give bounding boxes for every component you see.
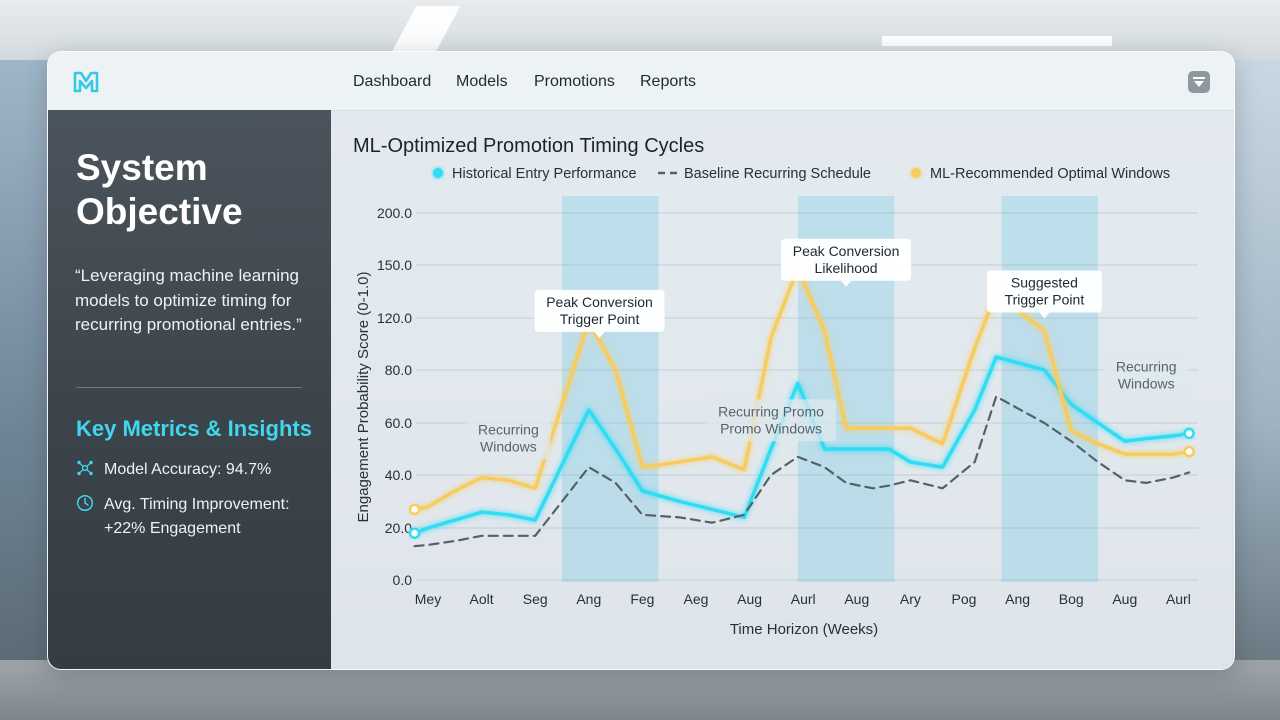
- highlight-band: [562, 196, 659, 582]
- sidebar: System Objective “Leveraging machine lea…: [48, 110, 331, 669]
- annotation-text: Suggested: [1011, 275, 1078, 291]
- legend-swatch: [433, 168, 443, 178]
- x-tick-label: Aeg: [684, 591, 709, 607]
- background-window: [1232, 60, 1280, 660]
- dashboard-panel: Dashboard Models Promotions Reports Syst…: [47, 51, 1235, 670]
- x-tick-label: Bog: [1059, 591, 1084, 607]
- metric-text: Avg. Timing Improvement: +22% Engagement: [104, 496, 290, 537]
- y-tick-label: 200.0: [377, 205, 412, 221]
- data-marker: [408, 527, 421, 539]
- annotation-text: Peak Conversion: [793, 243, 900, 259]
- y-tick-label: 20.0: [385, 520, 412, 536]
- x-tick-label: Seg: [523, 591, 548, 607]
- y-tick-label: 40.0: [385, 467, 412, 483]
- system-objective-heading: System Objective: [76, 147, 243, 232]
- menu-button[interactable]: [1188, 71, 1210, 93]
- series-line: [412, 266, 1191, 512]
- x-tick-label: Ang: [576, 591, 601, 607]
- annotation-text: Recurring: [1116, 358, 1177, 374]
- legend-label: Baseline Recurring Schedule: [684, 166, 871, 182]
- y-axis-label: Engagement Probability Score (0-1.0): [355, 272, 372, 523]
- annotation-box: [1104, 354, 1189, 397]
- x-tick-label: Aug: [844, 591, 869, 607]
- nav-models[interactable]: Models: [456, 73, 508, 90]
- legend-label: Historical Entry Performance: [452, 166, 637, 182]
- x-tick-label: Pog: [952, 591, 977, 607]
- x-tick-label: Aug: [1112, 591, 1137, 607]
- metric-model-accuracy: Model Accuracy: 94.7%: [76, 458, 326, 482]
- data-marker: [408, 503, 421, 516]
- clock-icon: [76, 494, 94, 512]
- x-tick-label: Aug: [737, 591, 762, 607]
- y-tick-label: 80.0: [385, 362, 412, 378]
- annotation-text: Promo Windows: [720, 420, 822, 436]
- y-tick-label: 60.0: [385, 415, 412, 431]
- annotation-box: [466, 417, 551, 460]
- annotation-text: Likelihood: [815, 260, 878, 276]
- x-tick-label: Feg: [630, 591, 654, 607]
- annotation-pointer: [1039, 312, 1050, 319]
- x-tick-label: Ary: [900, 591, 921, 607]
- y-tick-label: 120.0: [377, 310, 412, 326]
- x-axis-label: Time Horizon (Weeks): [730, 621, 878, 638]
- background-ceiling: [0, 0, 1280, 60]
- annotation-box: [781, 238, 912, 281]
- x-tick-label: Mey: [415, 591, 441, 607]
- network-icon: [77, 460, 93, 476]
- background-floor: [0, 668, 1280, 720]
- data-marker: [1183, 445, 1195, 458]
- top-navigation: Dashboard Models Promotions Reports: [48, 52, 1234, 111]
- annotation-text: Recurring: [478, 422, 539, 438]
- y-tick-label: 0.0: [393, 572, 413, 588]
- background-window: [0, 60, 48, 660]
- y-tick-label: 150.0: [377, 257, 412, 273]
- legend-swatch: [911, 168, 921, 178]
- annotation-pointer: [594, 331, 605, 338]
- highlight-band: [1001, 196, 1098, 582]
- annotation-pointer: [841, 280, 852, 287]
- annotation-box: [706, 399, 837, 442]
- annotation-box: [987, 270, 1102, 313]
- annotation-text: Windows: [1118, 375, 1175, 391]
- metrics-heading: Key Metrics & Insights: [76, 416, 312, 441]
- dropdown-menu-icon: [1193, 77, 1205, 87]
- x-tick-label: Ang: [1005, 591, 1030, 607]
- nav-dashboard[interactable]: Dashboard: [353, 73, 432, 90]
- divider: [76, 387, 302, 388]
- annotation-text: Peak Conversion: [546, 294, 653, 310]
- legend-label: ML-Recommended Optimal Windows: [930, 166, 1170, 182]
- metric-text: Model Accuracy: 94.7%: [104, 461, 272, 478]
- data-marker: [1183, 427, 1195, 440]
- nav-promotions[interactable]: Promotions: [534, 73, 615, 90]
- series-line: [413, 395, 1191, 548]
- x-tick-label: Aolt: [470, 591, 494, 607]
- annotation-box: [534, 289, 665, 332]
- nav-reports[interactable]: Reports: [640, 73, 697, 90]
- metric-timing-improvement: Avg. Timing Improvement: +22% Engagement: [76, 493, 326, 543]
- objective-quote: “Leveraging machine learning models to o…: [75, 266, 302, 334]
- annotation-text: Trigger Point: [1005, 292, 1085, 308]
- x-tick-label: Aurl: [791, 591, 816, 607]
- background-ceiling-light: [882, 36, 1112, 46]
- annotation-text: Recurring Promo: [718, 403, 824, 419]
- annotation-text: Windows: [480, 439, 537, 455]
- chart-title: ML-Optimized Promotion Timing Cycles: [353, 135, 705, 157]
- x-tick-label: Aurl: [1166, 591, 1191, 607]
- brand-logo-icon[interactable]: [72, 68, 100, 94]
- annotation-text: Trigger Point: [560, 311, 640, 327]
